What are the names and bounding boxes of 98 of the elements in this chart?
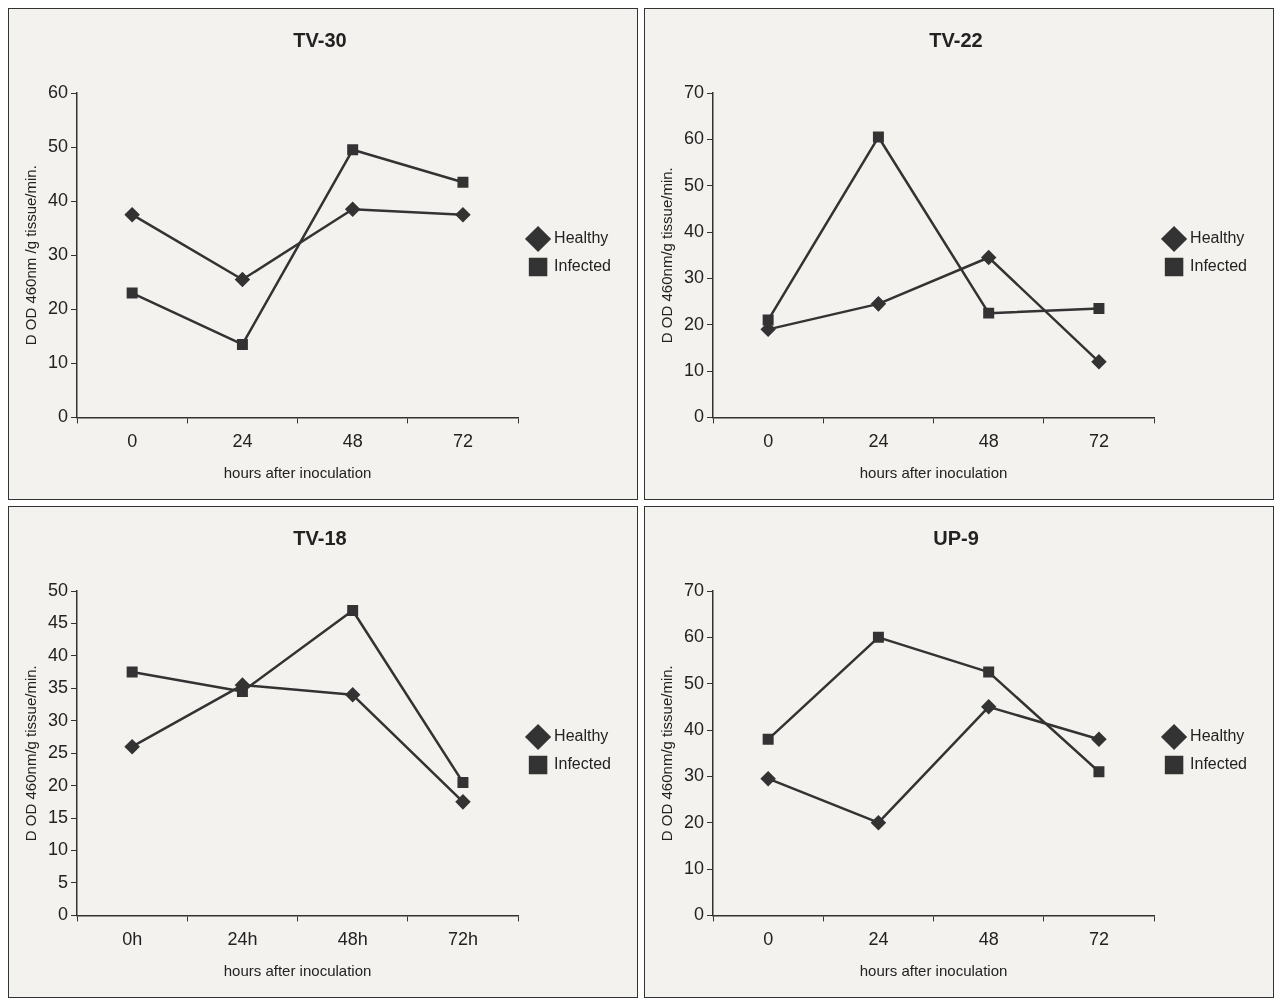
x-tick-label: 24 <box>232 431 253 452</box>
chart-title: TV-22 <box>929 28 983 51</box>
point <box>871 296 886 312</box>
y-tick-label: 10 <box>683 360 705 381</box>
point <box>124 739 140 754</box>
point <box>235 272 250 287</box>
legend-label: Healthy <box>1190 229 1245 247</box>
y-tick-label: 15 <box>47 807 69 828</box>
x-tick-label: 48 <box>978 929 999 950</box>
y-tick-label: 10 <box>47 352 69 373</box>
point <box>1091 354 1107 370</box>
y-tick-label: 50 <box>683 672 705 693</box>
y-tick-label: 70 <box>683 81 705 102</box>
y-tick-label: 60 <box>47 81 69 102</box>
point <box>871 815 886 830</box>
x-tick-label: 48 <box>342 431 363 452</box>
y-tick-label: 0 <box>694 406 705 427</box>
x-axis-title: hours after inoculation <box>223 464 372 482</box>
y-tick-label: 70 <box>683 579 705 600</box>
x-axis-title: hours after inoculation <box>223 962 372 980</box>
point <box>126 666 138 678</box>
legend-label: Healthy <box>1190 727 1245 745</box>
x-axis-title: hours after inoculation <box>859 464 1008 482</box>
y-tick-label: 0 <box>58 904 69 925</box>
x-tick-label: 0 <box>763 431 774 452</box>
chart-title: UP-9 <box>933 526 979 549</box>
x-tick-label: 72h <box>447 929 478 950</box>
legend-label: Infected <box>554 755 612 773</box>
y-tick-label: 20 <box>683 811 705 832</box>
y-tick-label: 20 <box>47 774 69 795</box>
x-tick-label: 0 <box>763 929 774 950</box>
y-tick-label: 30 <box>47 244 69 265</box>
y-axis-title: D OD 460nm/g tissue/min. <box>658 665 676 842</box>
point <box>455 207 471 222</box>
point <box>981 250 996 265</box>
x-tick-label: 48h <box>337 929 368 950</box>
point <box>1091 732 1107 747</box>
point <box>872 131 884 143</box>
y-tick-label: 30 <box>683 765 705 786</box>
x-tick-label: 72 <box>1088 431 1109 452</box>
point <box>1093 303 1105 314</box>
y-tick-label: 35 <box>47 677 69 698</box>
y-axis-title: D OD 460nm /g tissue/min. <box>22 165 40 346</box>
y-tick-label: 40 <box>683 221 705 241</box>
y-tick-label: 45 <box>47 612 69 633</box>
y-axis-title: D OD 460nm/g tissue/min. <box>22 665 40 842</box>
point <box>983 307 995 319</box>
point <box>126 287 138 299</box>
y-tick-label: 40 <box>47 190 69 211</box>
x-tick-label: 24h <box>227 929 258 950</box>
y-tick-label: 50 <box>683 174 705 195</box>
point <box>347 604 359 616</box>
point <box>455 794 471 810</box>
y-tick-label: 10 <box>47 839 69 860</box>
point <box>345 201 360 217</box>
y-tick-label: 5 <box>58 871 69 892</box>
point <box>872 631 884 643</box>
y-tick-label: 50 <box>47 579 69 600</box>
legend-label: Infected <box>1190 257 1248 275</box>
y-tick-label: 0 <box>58 406 69 427</box>
y-tick-label: 30 <box>683 267 705 288</box>
point <box>1093 766 1105 778</box>
legend-label: Infected <box>554 257 612 275</box>
y-tick-label: 30 <box>47 709 69 730</box>
chart-title: TV-18 <box>293 526 347 549</box>
point <box>457 176 469 188</box>
x-tick-label: 48 <box>978 431 999 452</box>
point <box>983 666 995 678</box>
y-tick-label: 25 <box>47 742 69 763</box>
legend-label: Infected <box>1190 755 1248 773</box>
x-tick-label: 0h <box>122 929 143 950</box>
point <box>345 687 360 703</box>
y-tick-label: 20 <box>683 313 705 334</box>
y-tick-label: 10 <box>683 858 705 879</box>
y-tick-label: 50 <box>47 136 69 157</box>
chart-title: TV-30 <box>293 28 347 51</box>
y-tick-label: 40 <box>47 644 69 665</box>
point <box>981 699 996 715</box>
point <box>347 144 359 156</box>
x-tick-label: 72 <box>1088 929 1109 950</box>
point <box>457 776 469 788</box>
y-tick-label: 40 <box>683 719 705 739</box>
y-tick-label: 0 <box>694 904 705 925</box>
point <box>124 207 140 222</box>
y-tick-label: 20 <box>47 298 69 319</box>
y-axis-title: D OD 460nm/g tissue/min. <box>658 167 676 344</box>
legend-label: Healthy <box>554 229 609 247</box>
x-axis-title: hours after inoculation <box>859 962 1008 980</box>
legend-label: Healthy <box>554 727 609 745</box>
x-tick-label: 24 <box>868 929 889 950</box>
x-tick-label: 72 <box>452 431 473 452</box>
point <box>236 338 248 350</box>
y-tick-label: 60 <box>683 128 705 149</box>
y-tick-label: 60 <box>683 626 705 647</box>
x-tick-label: 0 <box>127 431 138 452</box>
point <box>760 771 776 786</box>
x-tick-label: 24 <box>868 431 889 452</box>
point <box>762 733 774 745</box>
